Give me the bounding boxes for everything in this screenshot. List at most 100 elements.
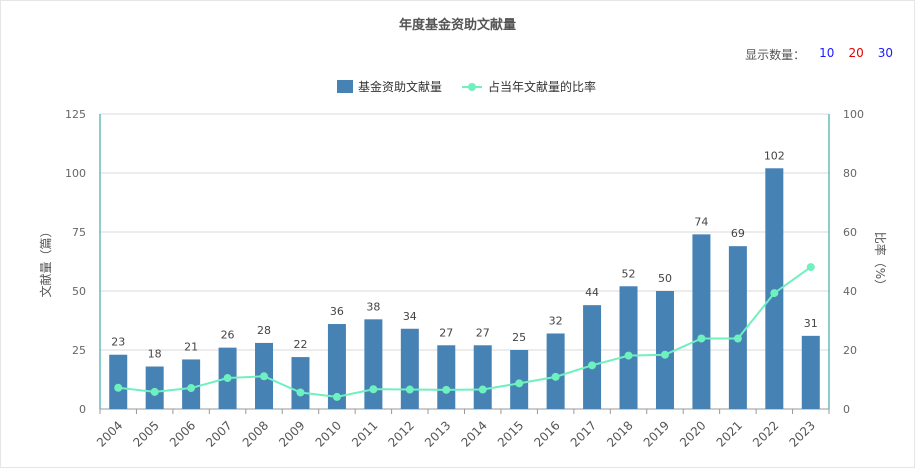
bar-value-label: 28 <box>257 324 271 337</box>
ratio-point <box>150 387 159 396</box>
ratio-point <box>260 372 269 381</box>
bar-value-label: 23 <box>111 336 125 349</box>
chart-title: 年度基金资助文献量 <box>398 18 516 33</box>
bar-value-label: 52 <box>622 267 636 280</box>
ratio-point <box>660 350 669 359</box>
bar-value-label: 38 <box>366 300 380 313</box>
bar-value-label: 34 <box>403 310 417 323</box>
bar-value-label: 22 <box>293 338 307 351</box>
y2-tick-label: 20 <box>843 344 857 357</box>
x-tick-label: 2007 <box>203 418 234 449</box>
bar <box>801 335 820 409</box>
count-option-30[interactable]: 30 <box>877 46 893 60</box>
x-tick-label: 2020 <box>677 418 708 449</box>
y-tick-label: 25 <box>72 344 86 357</box>
x-tick-label: 2010 <box>313 418 344 449</box>
bar <box>473 345 492 409</box>
x-tick-label: 2021 <box>714 418 745 449</box>
bar <box>109 354 128 409</box>
bar-value-label: 25 <box>512 331 526 344</box>
bar-value-label: 27 <box>476 326 490 339</box>
bar-value-label: 36 <box>330 305 344 318</box>
bar <box>327 324 346 409</box>
x-tick-label: 2022 <box>750 418 781 449</box>
y2-tick-label: 40 <box>843 285 857 298</box>
count-option-10[interactable]: 10 <box>819 46 835 60</box>
y2-tick-label: 100 <box>843 108 864 121</box>
bar <box>145 366 164 409</box>
x-tick-label: 2008 <box>240 418 271 449</box>
x-tick-label: 2023 <box>786 418 817 449</box>
count-selector-label: 显示数量： <box>745 48 806 62</box>
bar-value-label: 27 <box>439 326 453 339</box>
bar <box>728 246 747 409</box>
legend-line-marker <box>468 83 476 91</box>
y-tick-label: 100 <box>65 167 86 180</box>
bar <box>655 291 674 409</box>
x-tick-label: 2017 <box>568 418 599 449</box>
legend-bar-swatch <box>337 80 353 93</box>
bar-value-label: 31 <box>804 317 818 330</box>
bar-value-label: 102 <box>764 149 785 162</box>
ratio-point <box>697 334 706 343</box>
bar <box>437 345 456 409</box>
ratio-point <box>624 351 633 360</box>
ratio-point <box>770 289 779 298</box>
bar-value-label: 21 <box>184 340 198 353</box>
x-tick-label: 2015 <box>495 418 526 449</box>
bar <box>692 234 711 409</box>
x-tick-label: 2014 <box>458 418 489 449</box>
ratio-point <box>187 384 196 393</box>
x-tick-label: 2011 <box>349 418 380 449</box>
ratio-point <box>733 334 742 343</box>
ratio-line <box>118 266 812 398</box>
y-tick-label: 50 <box>72 285 86 298</box>
bar-value-label: 69 <box>731 227 745 240</box>
ratio-point <box>478 385 487 394</box>
y2-tick-label: 0 <box>843 403 850 416</box>
ratio-point <box>114 383 123 392</box>
bar <box>400 328 419 409</box>
x-tick-label: 2009 <box>276 418 307 449</box>
y-tick-label: 125 <box>65 108 86 121</box>
ratio-point <box>405 385 414 394</box>
x-tick-label: 2016 <box>531 418 562 449</box>
y-tick-label: 0 <box>79 403 86 416</box>
legend-bar-label: 基金资助文献量 <box>358 79 442 94</box>
x-tick-label: 2018 <box>604 418 635 449</box>
x-tick-label: 2019 <box>641 418 672 449</box>
ratio-point <box>296 388 305 397</box>
ratio-point <box>369 385 378 394</box>
bar <box>291 357 310 409</box>
ratio-point <box>551 372 560 381</box>
x-tick-label: 2005 <box>130 418 161 449</box>
y2-axis-title: 比率（%） <box>873 232 888 291</box>
count-option-20[interactable]: 20 <box>848 46 864 60</box>
ratio-point <box>442 385 451 394</box>
ratio-point <box>515 379 524 388</box>
bar <box>546 333 565 409</box>
bar <box>619 286 638 409</box>
legend-line-label: 占当年文献量的比率 <box>488 79 596 94</box>
ratio-point <box>806 263 815 272</box>
y-axis-title: 文献量（篇） <box>38 225 53 297</box>
bar-value-label: 18 <box>148 348 162 361</box>
x-tick-label: 2013 <box>422 418 453 449</box>
bar <box>765 168 784 409</box>
x-tick-label: 2004 <box>94 418 125 449</box>
x-tick-label: 2012 <box>386 418 417 449</box>
count-selector: 显示数量： 10 20 30 <box>745 46 893 63</box>
ratio-point <box>588 361 597 370</box>
bar-value-label: 44 <box>585 286 599 299</box>
y2-tick-label: 80 <box>843 167 857 180</box>
x-tick-label: 2006 <box>167 418 198 449</box>
bar <box>364 319 383 409</box>
bar-value-label: 26 <box>221 329 235 342</box>
ratio-point <box>223 374 232 383</box>
bar <box>583 305 602 409</box>
y-tick-label: 75 <box>72 226 86 239</box>
bar-value-label: 74 <box>694 215 708 228</box>
y2-tick-label: 60 <box>843 226 857 239</box>
ratio-point <box>332 392 341 401</box>
bar-value-label: 32 <box>549 314 563 327</box>
